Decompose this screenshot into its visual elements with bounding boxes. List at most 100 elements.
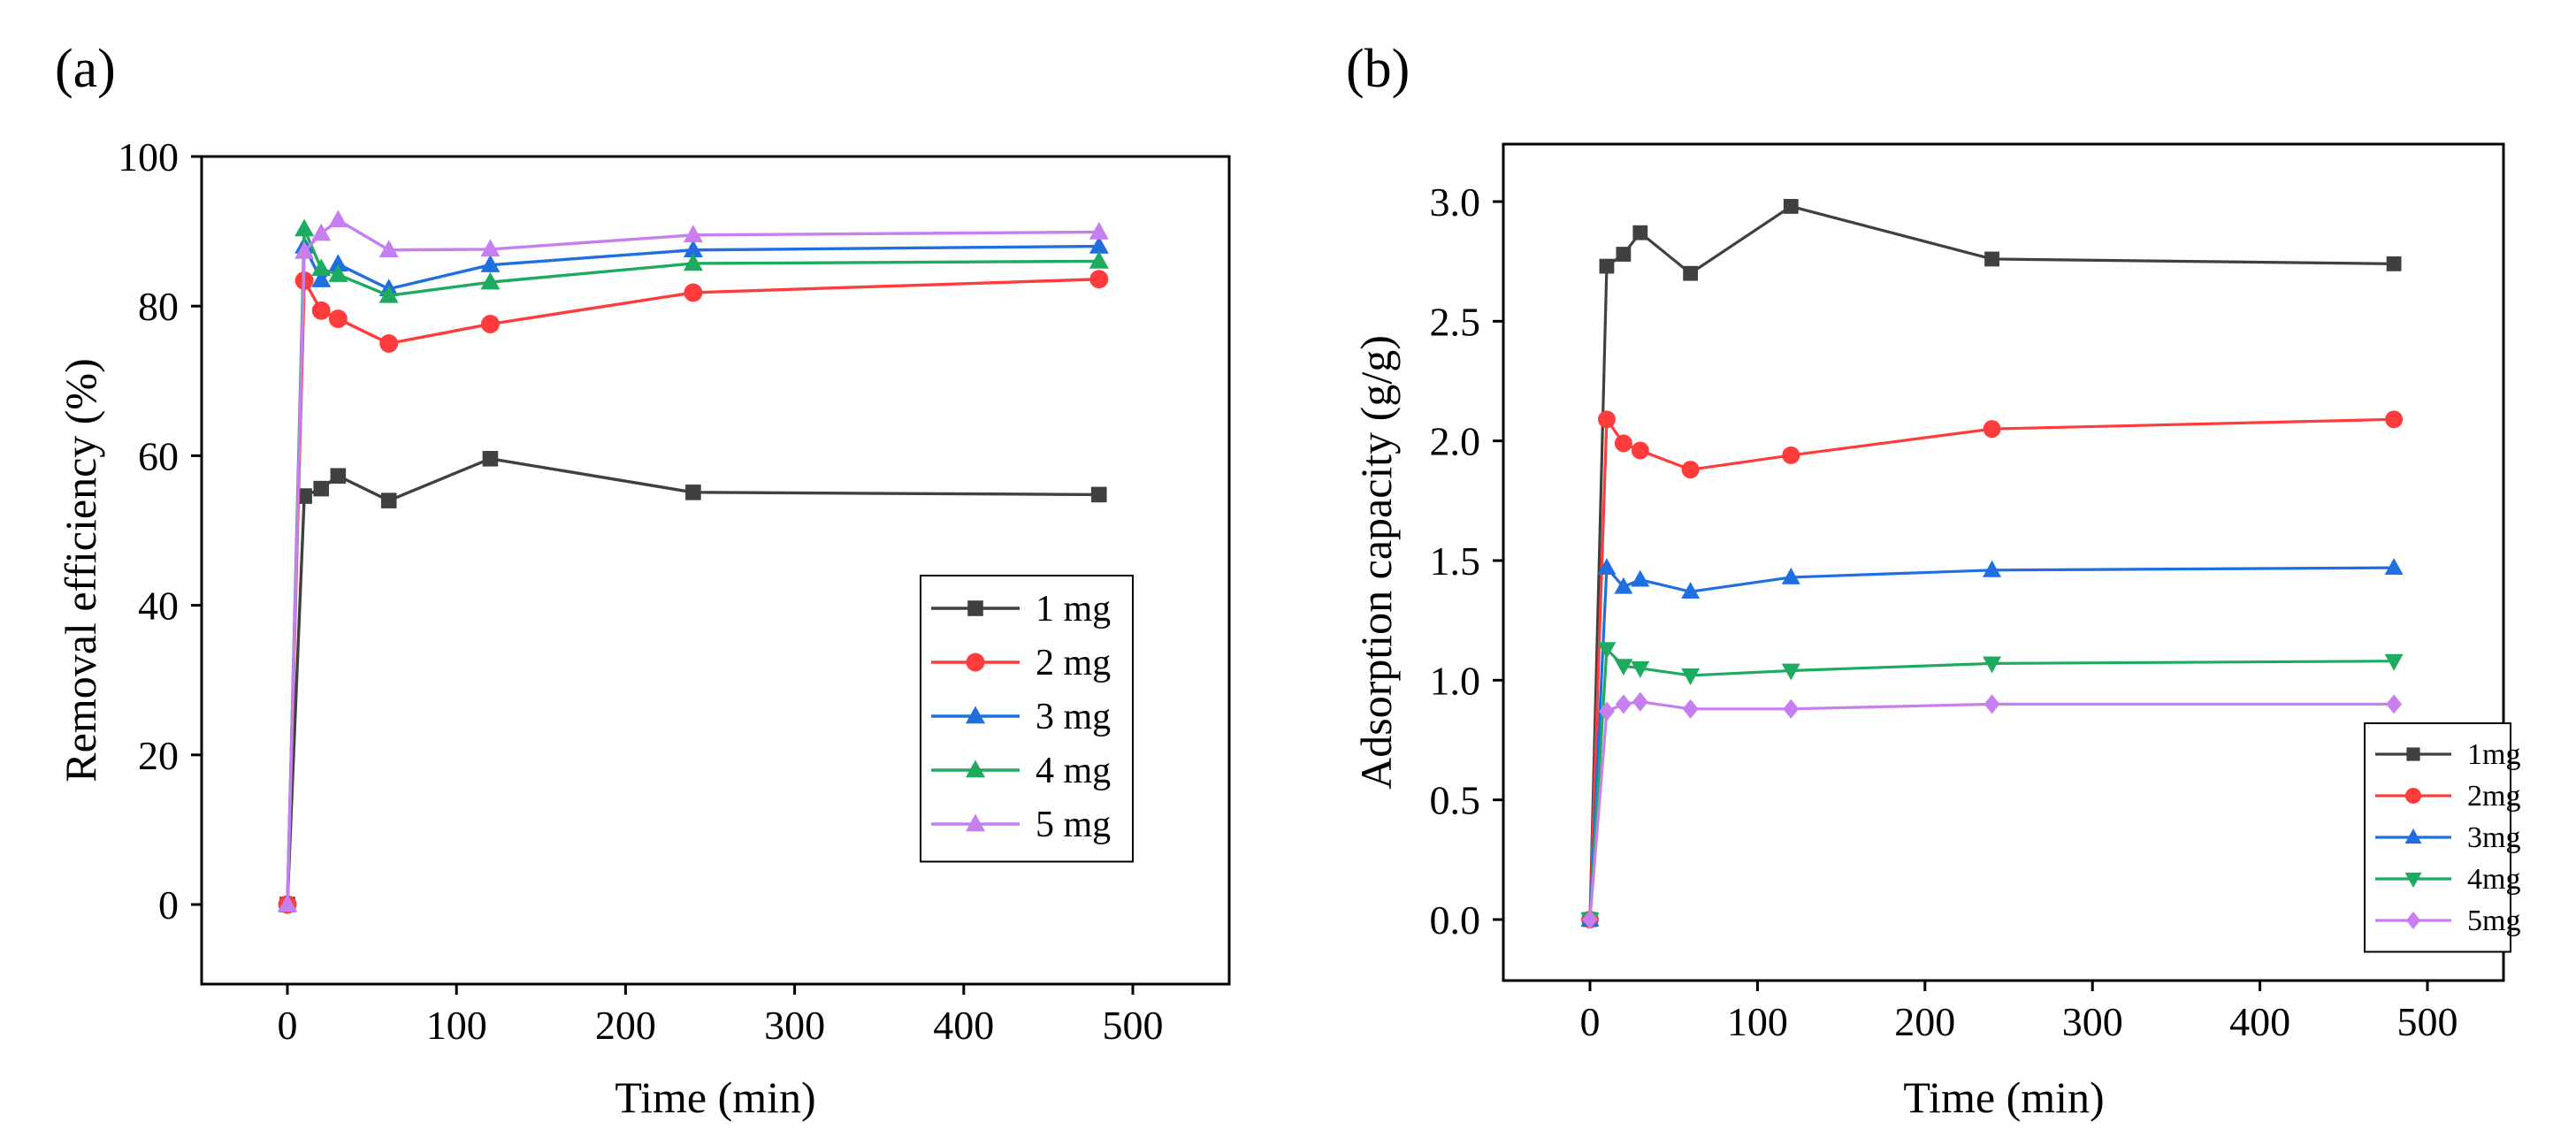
panel-a-y-tick-label: 60 <box>138 433 179 478</box>
panel-b-x-tick-label: 0 <box>1580 999 1601 1044</box>
panel-b-point-5mg <box>1984 694 2000 714</box>
panel-a-point-5-mg <box>683 225 703 243</box>
panel-b-point-5mg <box>1615 694 1632 714</box>
panel-a-point-5-mg <box>311 223 332 241</box>
panel-b-point-2mg <box>1614 434 1632 453</box>
panel-b-point-5mg <box>1582 909 1598 930</box>
panel-a-legend-swatch-marker <box>966 706 985 724</box>
panel-a-point-1-mg <box>380 492 397 508</box>
panel-a-point-5-mg <box>378 240 399 257</box>
panel-b-line-4mg <box>1588 647 2395 920</box>
panel-a-point-1-mg <box>1090 486 1107 503</box>
panel-a-legend-swatch-marker <box>966 653 985 672</box>
panel-a-y-tick-label: 40 <box>138 584 179 629</box>
panel-a-point-4-mg <box>378 285 399 303</box>
panel-b-legend-swatch-marker <box>2404 828 2422 844</box>
panel-a-y-tick-label: 100 <box>118 134 179 179</box>
panel-a-point-1-mg <box>482 450 499 467</box>
panel-b-y-tick-label: 3.0 <box>1430 179 1481 225</box>
panel-a-point-2-mg <box>1089 270 1109 289</box>
panel-b-series-4mg <box>1580 642 2404 930</box>
panel-b-y-tick-label: 2.0 <box>1430 419 1481 464</box>
panel-b-point-2mg <box>1597 410 1616 429</box>
panel-a-point-4-mg <box>294 218 315 237</box>
panel-b-point-5mg <box>1783 698 1800 719</box>
panel-a-point-2-mg <box>379 334 399 353</box>
panel-b-y-tick-label: 0.0 <box>1430 897 1481 943</box>
panel-a-point-4-mg <box>683 253 703 271</box>
panel-b-legend-item-3mg: 3mg <box>2375 821 2520 854</box>
panel-a-point-3-mg <box>1089 235 1109 254</box>
panel-a-point-4-mg <box>480 271 501 290</box>
panel-b-point-4mg <box>1597 642 1617 660</box>
panel-b-point-1mg <box>1783 199 1799 214</box>
panel-b-x-tick-label: 200 <box>1894 999 1955 1044</box>
panel-b-point-1mg <box>1984 251 1999 267</box>
panel-b-legend-item-1mg: 1mg <box>2375 738 2520 771</box>
panel-b-point-4mg <box>1983 656 2002 674</box>
panel-a-x-tick-label: 500 <box>1103 1003 1164 1048</box>
panel-b-point-3mg <box>1597 558 1617 575</box>
panel-a-plot-area <box>200 155 1231 986</box>
panel-a-legend-item-2-mg: 2 mg <box>931 643 1111 683</box>
panel-a-y-tick-label: 20 <box>138 733 179 778</box>
panel-a-point-5-mg <box>1089 221 1109 240</box>
panel-b-x-tick-label: 500 <box>2397 999 2458 1044</box>
panel-b-legend-label: 3mg <box>2467 821 2520 854</box>
panel-b-point-1mg <box>1616 247 1632 262</box>
panel-b: (b) 0 100 200 300 400 500 0.0 0.5 1.0 1.5 2.0 2.5 3… <box>1346 39 2520 1122</box>
panel-a-legend-swatch-marker <box>966 813 985 832</box>
panel-b-legend-item-2mg: 2mg <box>2375 780 2520 813</box>
panel-a-label: (a) <box>55 39 116 99</box>
panel-a-legend-box <box>920 575 1134 863</box>
panel-b-point-5mg <box>1682 698 1699 719</box>
panel-a-legend-swatch-marker <box>967 600 983 616</box>
panel-b-point-4mg <box>1681 668 1701 685</box>
panel-b-y-ticks: 0.0 0.5 1.0 1.5 2.0 2.5 3.0 <box>1430 179 1503 943</box>
panel-b-y-tick-label: 2.5 <box>1430 299 1481 344</box>
panel-a-point-3-mg <box>311 270 332 287</box>
panel-b-point-3mg <box>1631 569 1650 587</box>
panel-a-point-3-mg <box>328 254 348 272</box>
panel-a-y-tick-label: 0 <box>158 882 179 927</box>
panel-a-x-tick-label: 200 <box>595 1003 656 1048</box>
panel-a-point-4-mg <box>311 258 332 277</box>
panel-b-plot-area <box>1502 142 2505 982</box>
panel-a-legend-label: 5 mg <box>1036 805 1111 845</box>
panel-b-series-1mg <box>1582 199 2402 927</box>
panel-a-legend-label: 4 mg <box>1036 751 1111 791</box>
panel-b-point-5mg <box>2386 694 2403 714</box>
panel-b-point-5mg <box>1599 701 1615 721</box>
panel-a-x-ticks: 0 100 200 300 400 500 <box>278 984 1164 1048</box>
panel-a-point-5-mg <box>480 239 501 257</box>
panel-a-point-3-mg <box>480 255 501 272</box>
panel-b-legend-item-5mg: 5mg <box>2375 905 2520 937</box>
panel-a-legend-item-5-mg: 5 mg <box>931 805 1111 845</box>
panel-b-point-2mg <box>2385 410 2404 429</box>
panel-a: (a) 0 100 200 300 400 500 0 20 40 60 80 100 Time (… <box>55 39 1231 1122</box>
panel-b-series-3mg <box>1580 558 2404 927</box>
panel-a-point-1-mg <box>330 468 347 485</box>
panel-a-y-tick-label: 80 <box>138 284 179 329</box>
panel-b-point-3mg <box>1983 560 2002 577</box>
panel-b-legend-swatch-marker <box>2406 747 2420 761</box>
panel-b-legend-swatch-marker <box>2405 912 2421 929</box>
panel-b-point-3mg <box>2384 558 2404 575</box>
panel-a-y-axis-title: Removal efficiency (%) <box>56 358 105 782</box>
panel-b-legend: 1mg 2mg 3mg 4mg 5mg <box>2364 722 2520 953</box>
panel-b-point-2mg <box>1983 420 2001 439</box>
panel-b-legend-swatch-marker <box>2404 787 2422 805</box>
panel-b-legend-item-4mg: 4mg <box>2375 863 2520 896</box>
panel-b-legend-label: 1mg <box>2467 738 2520 771</box>
panel-a-x-tick-label: 0 <box>278 1003 298 1048</box>
panel-b-x-ticks: 0 100 200 300 400 500 <box>1580 981 2458 1044</box>
panel-b-point-4mg <box>1614 659 1633 676</box>
panel-b-point-3mg <box>1614 576 1633 594</box>
panel-b-point-1mg <box>2386 256 2402 271</box>
panel-b-series <box>1580 199 2404 930</box>
panel-a-x-tick-label: 400 <box>933 1003 994 1048</box>
panel-b-point-3mg <box>1681 582 1701 599</box>
panel-a-legend-item-1-mg: 1 mg <box>931 589 1111 630</box>
panel-b-x-tick-label: 300 <box>2062 999 2123 1044</box>
